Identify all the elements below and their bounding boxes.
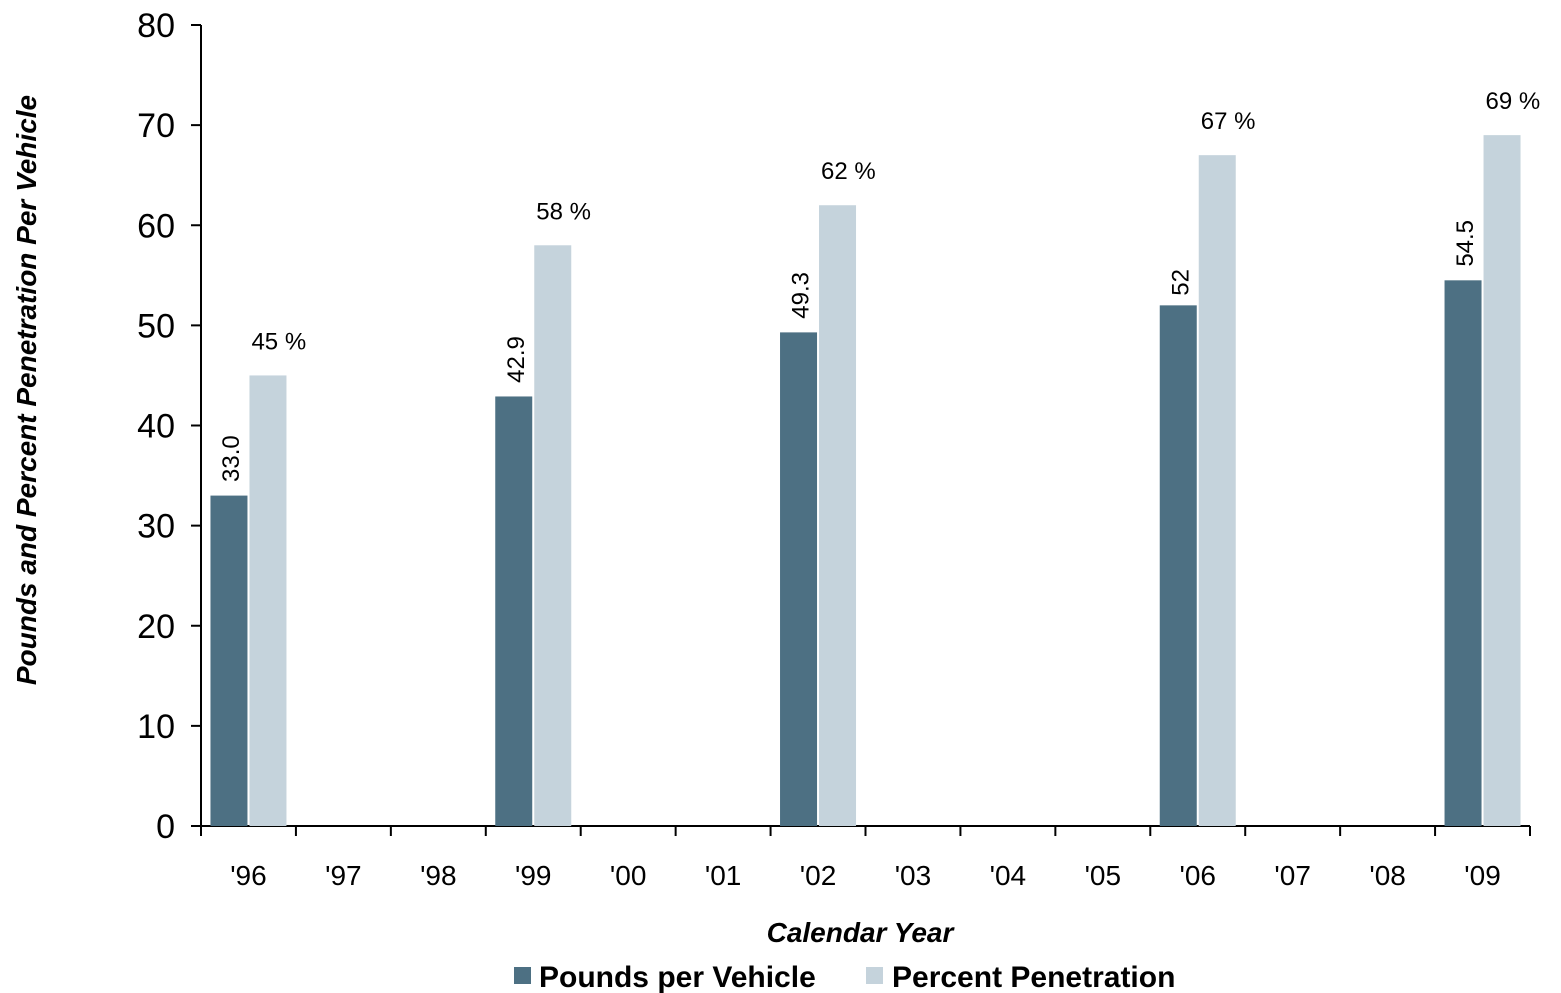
- bar-pounds: [495, 396, 533, 826]
- bar-penetration: [249, 375, 287, 826]
- x-tick-label: '04: [990, 860, 1027, 891]
- bar-pounds: [780, 332, 818, 826]
- y-tick-label: 80: [137, 7, 175, 45]
- x-tick-label: '97: [325, 860, 362, 891]
- y-tick-label: 40: [137, 408, 175, 446]
- data-label-bg: [1449, 210, 1482, 277]
- y-tick-label: 10: [137, 708, 175, 746]
- x-tick-label: '98: [420, 860, 457, 891]
- x-tick-label: '01: [705, 860, 742, 891]
- bar-pounds: [1444, 280, 1482, 827]
- y-tick-label: 60: [137, 207, 175, 245]
- bar-penetration: [819, 205, 857, 827]
- legend: Pounds per Vehicle Percent Penetration: [514, 961, 1175, 993]
- x-tick-label: '09: [1464, 860, 1501, 891]
- bars: [210, 135, 1521, 827]
- y-tick-label: 30: [137, 508, 175, 546]
- x-tick-label: '96: [230, 860, 267, 891]
- y-tick-label: 20: [137, 608, 175, 646]
- data-label-pounds: 49.3: [788, 272, 815, 319]
- bar-pounds: [210, 495, 248, 826]
- data-label-penetration: 58 %: [536, 198, 591, 225]
- data-label-bg: [1164, 263, 1197, 302]
- x-tick-label: '03: [895, 860, 932, 891]
- data-label-bg: [214, 425, 247, 492]
- data-label-penetration: 45 %: [251, 328, 306, 355]
- bar-penetration: [1483, 135, 1521, 826]
- data-labels: 33.0 45 % 42.9 58 % 49.3 62 % 52 67 % 54.5 69 %: [214, 88, 1541, 492]
- bar-pounds: [1159, 305, 1197, 827]
- legend-swatch-pounds: [514, 967, 531, 984]
- legend-label-penetration: Percent Penetration: [892, 961, 1175, 993]
- x-tick-label: '02: [800, 860, 837, 891]
- y-tick-label: 70: [137, 107, 175, 145]
- data-label-pounds: 54.5: [1452, 220, 1479, 267]
- legend-label-pounds: Pounds per Vehicle: [539, 961, 816, 993]
- axes: 0 10 20 30 40 50 60 70 80 '96 '97 '98 '99 '00 '01 '02 '0…: [137, 7, 1531, 891]
- data-label-bg: [784, 262, 817, 329]
- data-label-penetration: 67 %: [1201, 108, 1256, 135]
- y-tick-label: 0: [156, 808, 175, 846]
- y-axis-title: Pounds and Percent Penetration Per Vehic…: [11, 95, 42, 685]
- data-label-penetration: 62 %: [821, 158, 876, 185]
- data-label-pounds: 33.0: [218, 435, 245, 482]
- x-tick-label: '06: [1180, 860, 1217, 891]
- x-tick-label: '00: [610, 860, 647, 891]
- x-tick-label: '07: [1274, 860, 1311, 891]
- legend-swatch-penetration: [866, 967, 883, 984]
- x-axis-title: Calendar Year: [767, 917, 956, 948]
- x-tick-label: '05: [1085, 860, 1122, 891]
- bar-penetration: [1198, 155, 1236, 827]
- data-label-penetration: 69 %: [1486, 88, 1541, 115]
- x-tick-label: '08: [1369, 860, 1406, 891]
- x-tick-label: '99: [515, 860, 552, 891]
- data-label-bg: [499, 326, 532, 393]
- y-tick-label: 50: [137, 307, 175, 345]
- data-label-pounds: 42.9: [503, 336, 530, 383]
- data-label-pounds: 52: [1167, 269, 1194, 296]
- bar-penetration: [534, 245, 572, 826]
